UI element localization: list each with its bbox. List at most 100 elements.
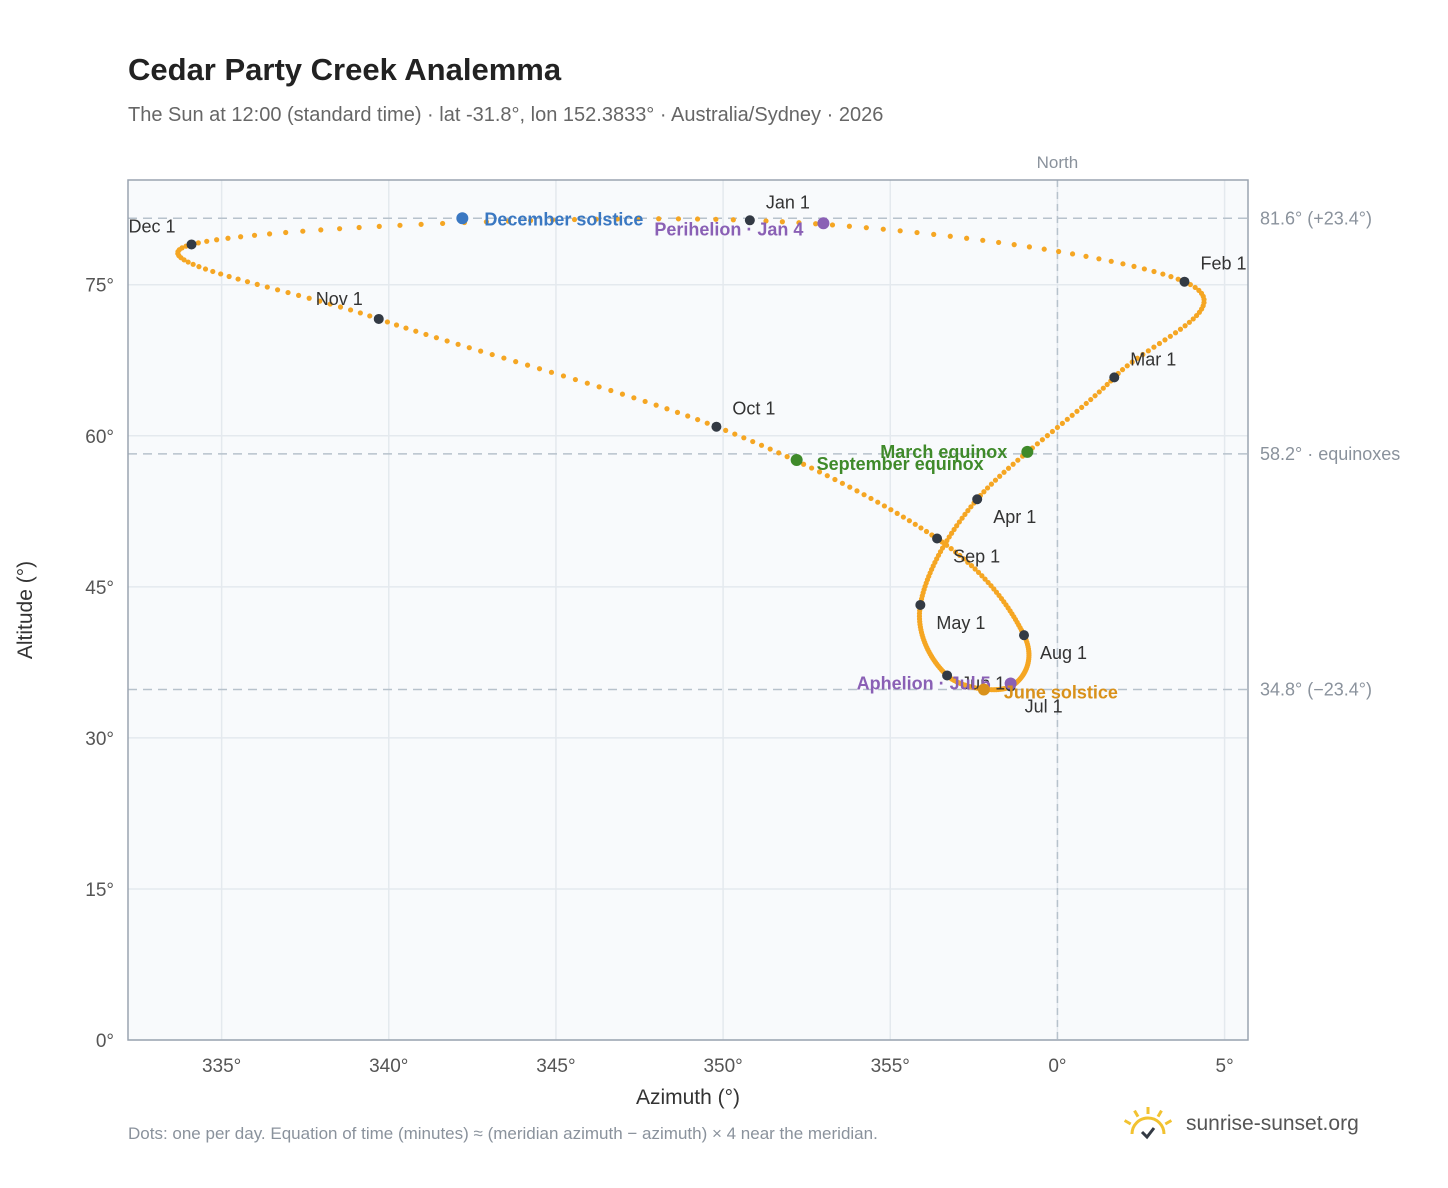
sun-logo-icon [1123,1107,1173,1140]
day-dot [863,225,869,231]
day-dot [988,481,995,487]
event-label: March equinox [880,442,1007,462]
day-dot [337,304,344,310]
day-dot [959,515,965,521]
day-dot [656,216,662,222]
day-dot [713,216,719,222]
reference-label: 34.8° (−23.4°) [1260,680,1372,700]
day-dot [642,398,648,405]
day-dot [847,484,853,490]
day-dot [1120,261,1126,267]
y-tick-label: 15° [85,880,114,901]
day-dot [317,298,323,304]
day-dot [1186,319,1192,325]
day-dot [1100,385,1106,391]
day-dot [704,420,710,426]
day-dot [813,221,819,227]
month-marker [186,239,197,250]
day-dot [536,366,543,372]
event-marker [456,212,469,225]
day-dot [489,351,495,358]
y-axis-label: Altitude (°) [14,561,37,659]
day-dot [238,234,244,240]
day-dot [367,313,373,319]
day-dot [854,488,860,494]
day-dot [758,442,765,448]
y-tick-label: 30° [85,729,114,750]
x-tick-label: 340° [369,1056,408,1077]
day-dot [1167,333,1173,339]
day-dot [980,237,986,243]
day-dot [1168,274,1174,280]
day-dot [614,216,621,222]
day-dot [997,473,1003,479]
day-dot [560,373,567,379]
day-dot [914,229,920,236]
day-dot [1049,428,1056,435]
brand[interactable]: sunrise-sunset.org [1120,1104,1359,1144]
day-dot [723,427,729,433]
reference-label: 81.6° (+23.4°) [1260,208,1372,228]
day-dot [931,231,937,237]
day-dot [433,335,440,341]
day-dot [1041,246,1047,252]
day-dot [1151,268,1157,275]
footnote: Dots: one per day. Equation of time (min… [128,1124,878,1143]
y-tick-label: 45° [85,578,114,599]
day-dot [674,409,681,415]
plot-frame [127,179,1249,1041]
day-dot [1190,316,1196,322]
day-dot [357,310,363,316]
sun-ray [1164,1119,1173,1126]
day-dot [1001,469,1007,475]
day-dot [888,507,894,513]
day-dot [1141,266,1147,272]
day-dot [524,362,531,368]
month-label: Jun 1 [961,673,1005,693]
day-dot [347,307,354,313]
day-dot [337,226,343,232]
event-marker [1021,445,1034,458]
day-dot [923,528,930,535]
day-dot [218,271,224,277]
event-label: June solstice [1004,683,1118,703]
day-dot [1160,271,1166,277]
day-dot [918,525,924,531]
day-dot [1069,412,1075,418]
day-dot [809,465,815,471]
day-dot [501,355,507,361]
day-dot [254,281,260,287]
day-dot [1083,400,1089,407]
day-dot [900,514,906,520]
day-dot [550,217,556,223]
month-marker [942,670,953,681]
day-dot [675,216,682,222]
month-label: Apr 1 [993,507,1036,527]
day-dot [393,322,400,328]
day-dot [906,518,912,524]
day-dot [979,573,985,579]
day-dot [185,259,191,265]
day-dot [952,549,959,555]
day-dot [631,395,637,401]
month-label: Aug 1 [1040,643,1087,663]
month-marker [711,421,722,432]
day-dot [954,523,960,529]
day-dot [244,279,251,285]
day-dot [505,218,512,224]
day-dot [965,508,971,514]
event-label: September equinox [817,454,984,474]
month-label: Feb 1 [1200,254,1246,274]
day-dot [1193,312,1200,319]
day-dot [584,380,590,386]
day-dot [455,341,461,347]
reference-lines: North 81.6° (+23.4°) 58.2° · equinoxes 34.8… [128,153,1400,1040]
day-dot [1134,355,1141,361]
month-marker [915,599,926,610]
day-dot [235,276,241,282]
day-dot [984,485,991,491]
day-dot [897,228,903,234]
day-dot [695,416,701,423]
day-dot [527,217,534,224]
day-dot [1039,437,1045,443]
